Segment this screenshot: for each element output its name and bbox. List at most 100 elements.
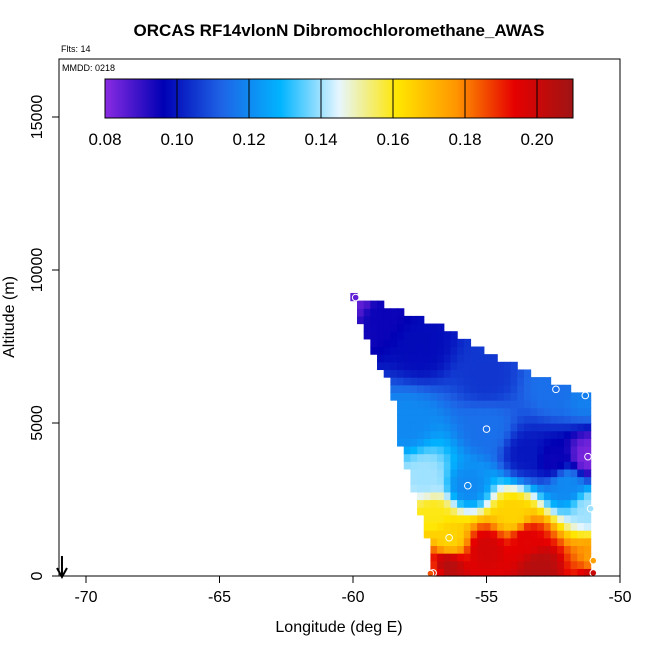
heatmap-cell [550,423,558,432]
heatmap-cell [477,545,485,554]
heatmap-cell [430,415,438,424]
heatmap-cell [417,484,425,493]
heatmap-cell [397,338,405,348]
heatmap-cell [503,507,512,516]
heatmap-cell [477,560,485,569]
heatmap-cell [483,476,492,485]
heatmap-cell [483,407,492,416]
heatmap-cell [423,445,432,455]
heatmap-cell [437,476,445,485]
heatmap-cell [563,491,572,501]
heatmap-cell [383,308,391,317]
heatmap-cell [477,491,485,501]
heatmap-cell [437,361,445,371]
heatmap-cell [503,438,512,447]
heatmap-cell [523,369,532,378]
heatmap-cell [477,507,485,516]
heatmap-cell [437,354,445,363]
heatmap-cell [463,423,472,432]
heatmap-cell [550,407,558,416]
heatmap-cell [483,392,492,401]
heatmap-cell [470,468,478,478]
heatmap-cell [510,430,518,439]
heatmap-cell [363,331,371,340]
heatmap-cell [463,545,472,554]
heatmap-cell [430,553,438,562]
heatmap-cell [503,400,512,409]
heatmap-cell [543,560,552,569]
heatmap-cell [550,400,558,409]
heatmap-cell [430,354,438,363]
heatmap-cell [437,560,445,569]
heatmap-cell [430,392,438,401]
heatmap-cell [563,384,572,393]
heatmap-cell [363,308,371,317]
heatmap-cell [437,568,445,577]
heatmap-cell [450,361,458,371]
heatmap-cell [450,354,458,363]
heatmap-cell [583,491,592,501]
heatmap-cell [450,476,458,485]
heatmap-cell [497,361,505,371]
heatmap-cell [550,499,558,508]
heatmap-cell [557,468,565,478]
heatmap-cell [570,407,578,416]
heatmap-cell [470,560,478,569]
heatmap-cell [470,514,478,524]
heatmap-cell [390,315,398,325]
heatmap-cell [577,407,585,416]
heatmap-cell [517,468,525,478]
heatmap-cell [557,445,565,455]
heatmap-cell [503,530,512,539]
heatmap-cell [543,461,552,470]
heatmap-cell [510,491,518,501]
heatmap-cell [397,369,405,378]
heatmap-cell [423,476,432,485]
heatmap-cell [577,468,585,478]
heatmap-cell [417,491,425,501]
heatmap-cell [383,323,391,332]
heatmap-cell [483,553,492,562]
heatmap-cell [517,491,525,501]
heatmap-cell [470,545,478,554]
heatmap-cell [557,392,565,401]
heatmap-cell [497,537,505,546]
heatmap-cell [583,530,592,539]
heatmap-cell [423,369,432,378]
heatmap-cell [543,507,552,516]
heatmap-cell [470,537,478,546]
heatmap-cell [423,522,432,531]
heatmap-cell [470,530,478,539]
heatmap-cell [490,484,498,493]
heatmap-cell [457,461,465,470]
heatmap-cell [510,514,518,524]
heatmap-cell [363,315,371,325]
heatmap-cell [470,445,478,455]
heatmap-cell [530,468,538,478]
heatmap-cell [443,537,452,546]
sample-point [586,504,595,513]
heatmap-cell [383,315,391,325]
heatmap-cell [463,530,472,539]
heatmap-cell [450,545,458,554]
heatmap-cell [423,438,432,447]
heatmap-cell [403,377,412,386]
sample-points [351,293,598,578]
heatmap-cell [543,423,552,432]
heatmap-cell [563,461,572,470]
heatmap-cell [517,476,525,485]
heatmap-cell [550,461,558,470]
heatmap-cell [570,522,578,531]
heatmap-cell [530,553,538,562]
heatmap-cell [377,315,385,325]
heatmap-cell [437,415,445,424]
heatmap-cell [463,400,472,409]
heatmap-cell [477,453,485,462]
heatmap-cell [563,407,572,416]
heatmap-cell [483,491,492,501]
heatmap-cell [570,530,578,539]
heatmap-cell [437,377,445,386]
heatmap-cell [437,331,445,340]
heatmap-cell [570,423,578,432]
heatmap-cell [490,499,498,508]
